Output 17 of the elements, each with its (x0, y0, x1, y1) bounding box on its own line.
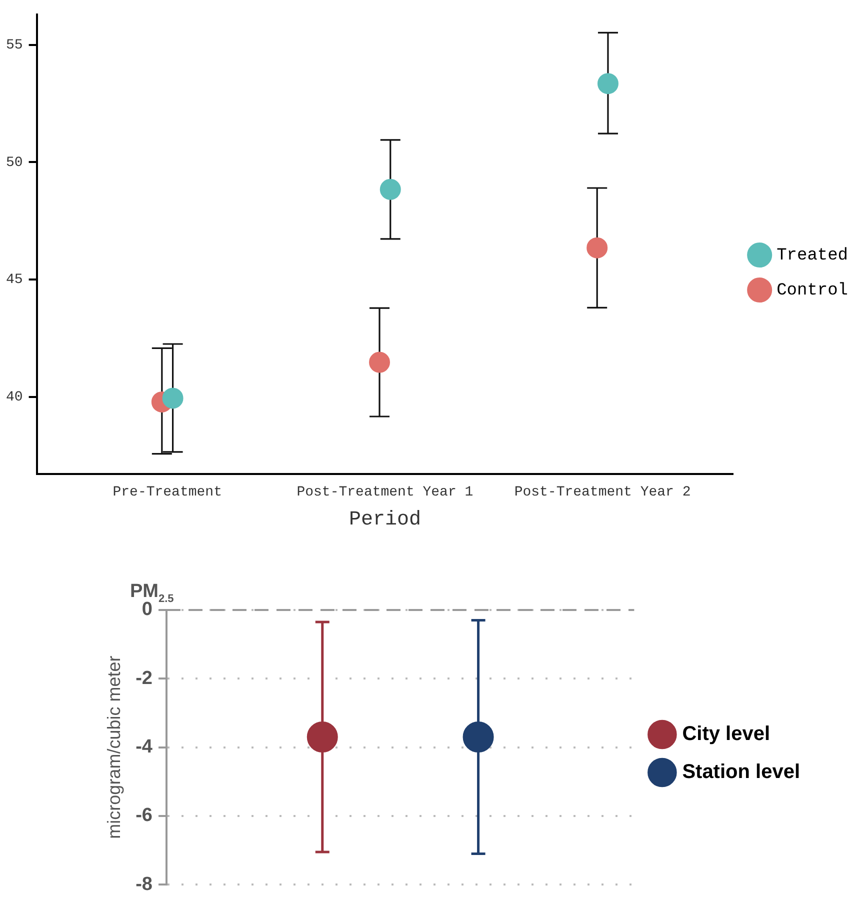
y-axis-title: microgram/cubic meter (104, 656, 124, 839)
y-tick-label: -4 (136, 736, 153, 758)
y-tick-label: 40 (6, 389, 23, 406)
legend-label: Station level (682, 761, 800, 784)
y-tick-label: 45 (6, 272, 23, 288)
x-tick-label: Pre-Treatment (112, 484, 222, 500)
legend-label: Treated (776, 246, 848, 266)
y-tick-label: 50 (6, 154, 23, 171)
x-tick-label: Post-Treatment Year 2 (514, 484, 691, 500)
y-tick-label: -8 (136, 874, 152, 895)
legend-label: City level (682, 723, 770, 746)
x-axis-title: Period (348, 508, 421, 532)
y-tick-label: -2 (136, 668, 152, 689)
y-tick-label: -6 (136, 805, 152, 826)
x-tick-label: Post-Treatment Year 1 (296, 484, 474, 500)
y-tick-label: 55 (6, 38, 23, 54)
legend-label: Control (776, 282, 848, 300)
